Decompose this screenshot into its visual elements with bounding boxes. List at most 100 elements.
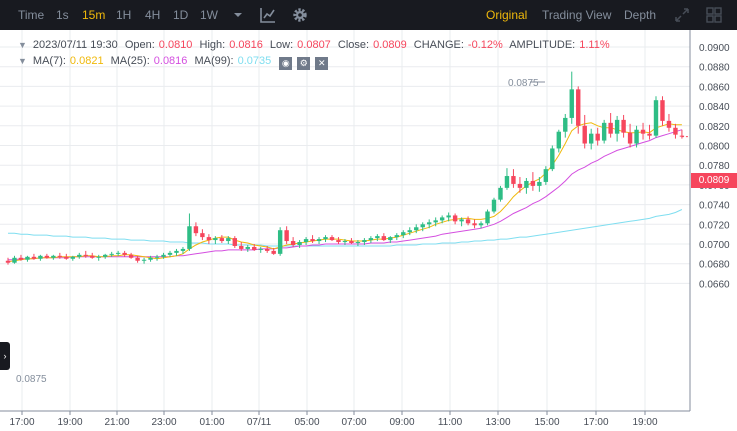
- interval-4h[interactable]: 4H: [145, 8, 161, 22]
- collapse-legend-icon[interactable]: ▼: [18, 40, 27, 50]
- legend-open-value: 0.0810: [158, 39, 193, 51]
- candle-body-down: [329, 237, 335, 241]
- candle-body-down: [265, 248, 270, 251]
- candle-body-up: [420, 224, 425, 228]
- candle-body-up: [491, 199, 497, 212]
- candle-body-up: [394, 235, 399, 238]
- legend-amplitude-label: AMPLITUDE:: [509, 39, 576, 51]
- candle-body-up: [77, 254, 82, 257]
- collapse-ma-icon[interactable]: ▼: [18, 56, 27, 66]
- candle-body-up: [323, 237, 328, 240]
- view-depth-tab[interactable]: Depth: [624, 8, 657, 22]
- candle-body-up: [543, 169, 549, 182]
- candle-body-up: [355, 242, 361, 244]
- legend-datetime: 2023/07/11 19:30: [32, 39, 118, 51]
- eye-icon[interactable]: ◉: [279, 57, 293, 70]
- legend-close-value: 0.0809: [373, 39, 407, 51]
- time-tick-label: 09:00: [389, 417, 414, 428]
- candle-body-up: [109, 253, 114, 255]
- candle-body-up: [277, 230, 283, 254]
- candle-body-down: [465, 219, 471, 224]
- candle-body-down: [83, 254, 88, 256]
- candle-body-up: [141, 259, 147, 261]
- candle-body-down: [452, 215, 458, 222]
- legend-amplitude-value: 1.11%: [579, 39, 610, 51]
- candle-body-up: [556, 131, 561, 149]
- candle-body-up: [148, 257, 153, 260]
- candle-body-up: [446, 215, 451, 218]
- legend-close-label: Close:: [337, 39, 370, 51]
- candle-body-up: [303, 239, 309, 243]
- candle-body-down: [517, 183, 523, 188]
- chart-canvas[interactable]: 0.0900 0.0880 0.0860 0.0840 0.0820 0.0800 0.07…: [0, 30, 737, 431]
- candle-body-down: [608, 122, 613, 134]
- candle-body-up: [245, 246, 250, 249]
- candle-body-down: [627, 132, 633, 144]
- low-price-marker: 0.0875: [16, 374, 47, 385]
- interval-1h[interactable]: 1H: [116, 8, 132, 22]
- candlestick-chart[interactable]: 0.0900 0.0880 0.0860 0.0840 0.0820 0.0800 0.07…: [0, 30, 737, 431]
- legend-high-value: 0.0816: [229, 39, 263, 51]
- interval-15m[interactable]: 15m: [82, 8, 106, 22]
- time-tick-label: 17:00: [9, 417, 34, 428]
- time-tick-label: 13:00: [485, 417, 510, 428]
- candle-body-down: [660, 100, 665, 121]
- candle-body-down: [128, 254, 134, 258]
- candle-body-up: [258, 248, 263, 250]
- candle-body-down: [290, 241, 296, 245]
- candle-body-down: [193, 226, 199, 234]
- candle-body-up: [213, 238, 218, 241]
- ma7-value: 0.0821: [69, 55, 104, 67]
- candle-body-up: [368, 238, 374, 241]
- candle-body-up: [537, 181, 542, 186]
- interval-1s[interactable]: 1s: [56, 8, 69, 22]
- candle-body-down: [90, 255, 95, 258]
- settings-icon[interactable]: [290, 5, 310, 25]
- candle-body-down: [31, 256, 37, 259]
- interval-1d[interactable]: 1D: [173, 8, 189, 22]
- chevron-down-icon[interactable]: [228, 5, 248, 25]
- candle-body-down: [57, 255, 63, 257]
- ma99-line: [8, 209, 683, 247]
- time-tick-label: 15:00: [534, 417, 559, 428]
- candle-body-up: [96, 256, 101, 258]
- candle-body-up: [427, 222, 432, 225]
- price-tick-label: 0.0740: [699, 201, 730, 212]
- candle-body-up: [51, 255, 56, 258]
- price-tick-label: 0.0720: [699, 220, 730, 231]
- candle-body-up: [388, 237, 393, 241]
- candle-body-down: [673, 127, 678, 135]
- time-label: Time: [18, 8, 45, 22]
- candle-body-up: [226, 238, 231, 242]
- view-original-tab[interactable]: Original: [486, 8, 528, 22]
- candle-body-down: [647, 133, 652, 136]
- expand-sidebar-handle[interactable]: ›: [0, 342, 10, 370]
- close-icon[interactable]: ✕: [315, 57, 329, 70]
- interval-1w[interactable]: 1W: [200, 8, 218, 22]
- candle-body-down: [284, 230, 289, 242]
- time-tick-label: 17:00: [583, 417, 608, 428]
- candle-body-down: [595, 133, 600, 141]
- time-tick-label: 07:00: [341, 417, 366, 428]
- candle-body-up: [459, 219, 464, 222]
- gear-icon[interactable]: ⚙: [297, 57, 311, 70]
- candle-body-up: [634, 129, 639, 144]
- ohlc-legend: ▼ 2023/07/11 19:30 Open: 0.0810 High: 0.081…: [18, 38, 614, 52]
- candle-body-up: [342, 241, 348, 243]
- candle-body-up: [498, 187, 503, 200]
- grid-layout-icon[interactable]: [704, 5, 724, 25]
- fullscreen-icon[interactable]: [672, 5, 692, 25]
- ma99-label: MA(99):: [194, 55, 234, 67]
- candle-body-down: [310, 239, 315, 242]
- candle-body-down: [582, 125, 587, 144]
- candle-body-down: [530, 180, 536, 186]
- candle-body-up: [485, 211, 490, 224]
- candle-body-up: [433, 220, 438, 223]
- legend-low-label: Low:: [269, 39, 294, 51]
- candle-body-up: [25, 256, 30, 260]
- candle-body-up: [407, 230, 412, 233]
- price-tick-label: 0.0880: [699, 63, 730, 74]
- view-trading-view-tab[interactable]: Trading View: [542, 8, 612, 22]
- indicator-icon[interactable]: [258, 5, 278, 25]
- high-price-marker: 0.0875: [508, 78, 539, 89]
